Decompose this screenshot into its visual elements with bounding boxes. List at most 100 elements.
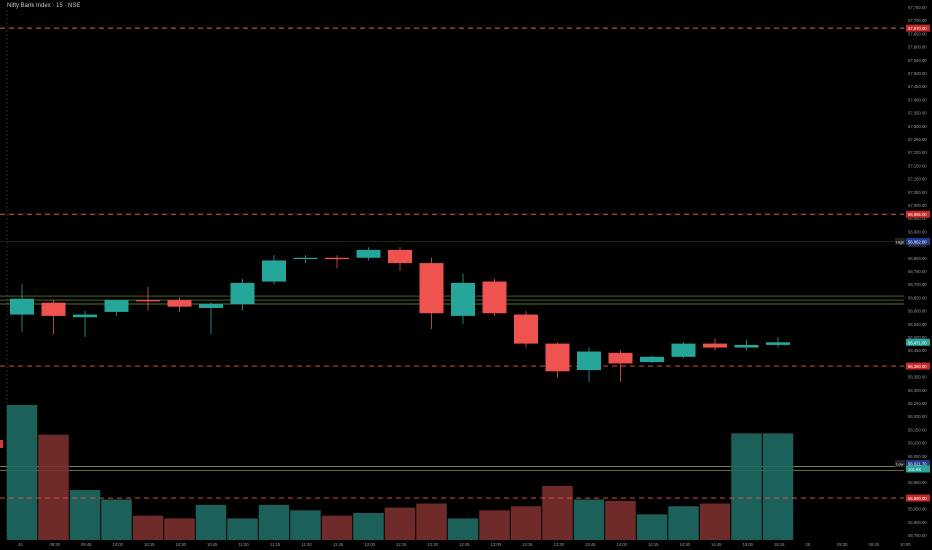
time-tick-label: 10:30	[176, 542, 187, 547]
candle-body	[388, 249, 412, 264]
volume-bar	[668, 506, 699, 540]
price-tick-label: 56,450.00	[908, 348, 927, 353]
candle-body	[577, 351, 601, 370]
time-tick-label: 10:00	[113, 542, 124, 547]
volume-bar	[290, 510, 321, 540]
marker-tag-chip	[895, 459, 905, 467]
price-tick-label: 55,950.00	[908, 480, 927, 485]
candle-body	[608, 352, 633, 364]
time-tick-label: 12:45	[459, 542, 470, 547]
price-level-label: 55,890.00	[908, 496, 927, 501]
time-tick-label: 15:15	[774, 542, 785, 547]
price-tick-label: 56,700.00	[908, 282, 927, 287]
price-tick-label: 57,500.00	[908, 71, 927, 76]
time-tick-label: 10:00	[900, 542, 911, 547]
price-tick-label: 56,500.00	[908, 335, 927, 340]
time-tick-label: 11:45	[333, 542, 344, 547]
side-marker	[0, 440, 3, 448]
candle-body	[73, 314, 97, 318]
price-level-label: 56,390.00	[908, 364, 927, 369]
price-tick-label: 56,800.00	[908, 256, 927, 261]
candle-body	[230, 282, 255, 304]
marker-label: 56,862.00	[908, 239, 927, 244]
marker-label: 56,021.70	[908, 461, 927, 466]
time-tick-label: 09:30	[50, 542, 61, 547]
time-tick-label: 13:15	[522, 542, 533, 547]
marker-tag-label: High	[896, 239, 904, 244]
candle-body	[199, 304, 223, 308]
price-tick-label: 56,600.00	[908, 309, 927, 314]
volume-bar	[227, 518, 258, 540]
candle-body	[482, 281, 507, 314]
time-tick-label: 15:00	[743, 542, 754, 547]
candle-body	[419, 263, 444, 314]
time-tick-label: 14:00	[617, 542, 628, 547]
price-tick-label: 55,800.00	[908, 520, 927, 525]
marker-tag	[906, 465, 930, 473]
price-tick-label: 56,300.00	[908, 388, 927, 393]
marker-tag	[906, 338, 930, 346]
time-tick-label: 09:45	[869, 542, 880, 547]
candle-body	[10, 298, 34, 315]
candle-body	[640, 356, 664, 363]
candle-body	[766, 342, 790, 345]
volume-bar	[762, 433, 794, 540]
price-tick-label: 57,200.00	[908, 150, 927, 155]
price-tick-label: 57,000.00	[908, 203, 927, 208]
price-axis-background	[904, 0, 932, 550]
chart-title: Nifty Bank Index · 15 · NSE	[7, 3, 81, 9]
candle-body	[136, 300, 160, 302]
price-tick-label: 55,750.00	[908, 533, 927, 538]
time-tick-label: 12:30	[428, 542, 439, 547]
volume-bar	[636, 514, 668, 540]
candle-body	[545, 343, 570, 372]
volume-bar	[101, 499, 132, 540]
price-tick-label: 57,250.00	[908, 137, 927, 142]
price-tick-label: 56,650.00	[908, 295, 927, 300]
time-tick-label: 09:30	[837, 542, 848, 547]
time-tick-label: 14:15	[648, 542, 659, 547]
price-tick-label: 57,100.00	[908, 177, 927, 182]
volume-bar	[353, 513, 384, 540]
volume-bar	[573, 499, 605, 540]
price-tick-label: 55,850.00	[908, 507, 927, 512]
price-tick-label: 57,400.00	[908, 97, 927, 102]
volume-bar	[542, 486, 573, 540]
price-tick-label: 56,050.00	[908, 454, 927, 459]
candle-body	[262, 260, 286, 282]
price-tick-label: 56,900.00	[908, 229, 927, 234]
time-tick-label: 11:30	[302, 542, 313, 547]
price-tick-label: 57,600.00	[908, 45, 927, 50]
marker-tag	[906, 459, 930, 467]
price-tick-label: 57,650.00	[908, 31, 927, 36]
time-tick-label: 12:00	[365, 542, 376, 547]
price-tick-label: 56,250.00	[908, 401, 927, 406]
candle-body	[356, 249, 381, 258]
candle-body	[451, 282, 475, 316]
price-tick-label: 56,350.00	[908, 375, 927, 380]
price-tick-label: 57,450.00	[908, 84, 927, 89]
time-tick-label: 11:15	[270, 542, 281, 547]
volume-bar	[69, 490, 101, 540]
candle-body	[167, 300, 192, 307]
volume-bar	[164, 518, 195, 540]
time-tick-label: 24	[18, 542, 23, 547]
price-tick-label: 57,050.00	[908, 190, 927, 195]
time-tick-label: 14:45	[711, 542, 722, 547]
price-level-tag	[906, 362, 930, 370]
time-tick-label: 10:45	[207, 542, 218, 547]
price-tick-label: 57,550.00	[908, 58, 927, 63]
time-tick-label: 14:30	[680, 542, 691, 547]
price-level-tag	[906, 494, 930, 502]
volume-bar	[195, 504, 227, 540]
volume-bar	[321, 515, 353, 540]
price-level-tag	[906, 210, 930, 218]
volume-bar	[416, 503, 447, 540]
time-tick-label: 12:15	[396, 542, 407, 547]
price-tick-label: 56,850.00	[908, 243, 927, 248]
volume-bar	[384, 507, 416, 540]
volume-bar	[731, 433, 762, 540]
price-tick-label: 56,550.00	[908, 322, 927, 327]
time-tick-label: 09:45	[81, 542, 92, 547]
